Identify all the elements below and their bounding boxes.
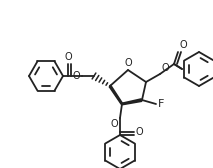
Text: O: O <box>110 119 118 129</box>
Text: O: O <box>72 71 80 81</box>
Text: F: F <box>158 99 164 109</box>
Polygon shape <box>109 85 123 105</box>
Text: O: O <box>124 58 132 68</box>
Text: O: O <box>161 63 169 73</box>
Polygon shape <box>122 98 142 106</box>
Text: O: O <box>64 52 72 62</box>
Text: O: O <box>136 127 144 137</box>
Text: O: O <box>179 40 187 50</box>
